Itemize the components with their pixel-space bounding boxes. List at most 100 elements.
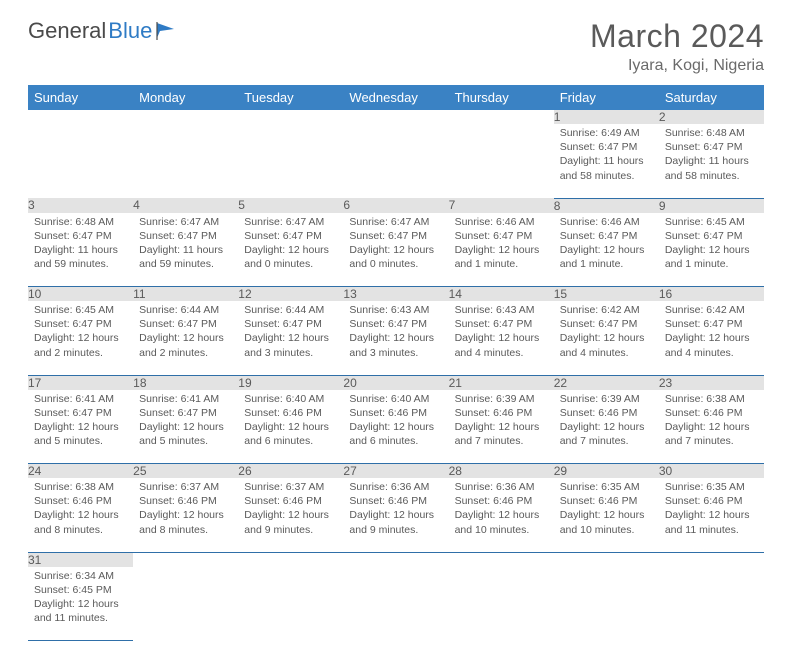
day-cell: Sunrise: 6:47 AMSunset: 6:47 PMDaylight:… <box>133 213 238 287</box>
empty-cell <box>659 552 764 567</box>
empty-cell <box>449 552 554 567</box>
day-cell: Sunrise: 6:39 AMSunset: 6:46 PMDaylight:… <box>449 390 554 464</box>
weekday-header: Thursday <box>449 85 554 110</box>
day-cell: Sunrise: 6:35 AMSunset: 6:46 PMDaylight:… <box>554 478 659 552</box>
day-cell: Sunrise: 6:49 AMSunset: 6:47 PMDaylight:… <box>554 124 659 198</box>
day-cell: Sunrise: 6:48 AMSunset: 6:47 PMDaylight:… <box>659 124 764 198</box>
day-number: 25 <box>133 464 238 479</box>
day-details: Sunrise: 6:47 AMSunset: 6:47 PMDaylight:… <box>238 213 343 276</box>
day-number: 16 <box>659 287 764 302</box>
day-cell: Sunrise: 6:38 AMSunset: 6:46 PMDaylight:… <box>28 478 133 552</box>
day-number: 14 <box>449 287 554 302</box>
empty-cell <box>343 567 448 641</box>
empty-cell <box>343 552 448 567</box>
day-number: 10 <box>28 287 133 302</box>
day-details: Sunrise: 6:49 AMSunset: 6:47 PMDaylight:… <box>554 124 659 187</box>
day-details: Sunrise: 6:46 AMSunset: 6:47 PMDaylight:… <box>554 213 659 276</box>
day-details: Sunrise: 6:38 AMSunset: 6:46 PMDaylight:… <box>28 478 133 541</box>
empty-cell <box>449 567 554 641</box>
empty-cell <box>238 124 343 198</box>
logo: GeneralBlue <box>28 18 182 44</box>
empty-cell <box>449 110 554 124</box>
day-details: Sunrise: 6:45 AMSunset: 6:47 PMDaylight:… <box>28 301 133 364</box>
day-details: Sunrise: 6:40 AMSunset: 6:46 PMDaylight:… <box>343 390 448 453</box>
empty-cell <box>343 110 448 124</box>
day-cell: Sunrise: 6:37 AMSunset: 6:46 PMDaylight:… <box>238 478 343 552</box>
day-details: Sunrise: 6:36 AMSunset: 6:46 PMDaylight:… <box>449 478 554 541</box>
day-info-row: Sunrise: 6:49 AMSunset: 6:47 PMDaylight:… <box>28 124 764 198</box>
day-number: 11 <box>133 287 238 302</box>
day-cell: Sunrise: 6:48 AMSunset: 6:47 PMDaylight:… <box>28 213 133 287</box>
day-number: 8 <box>554 198 659 213</box>
day-cell: Sunrise: 6:38 AMSunset: 6:46 PMDaylight:… <box>659 390 764 464</box>
day-cell: Sunrise: 6:46 AMSunset: 6:47 PMDaylight:… <box>554 213 659 287</box>
day-cell: Sunrise: 6:41 AMSunset: 6:47 PMDaylight:… <box>28 390 133 464</box>
day-number: 15 <box>554 287 659 302</box>
daynum-row: 12 <box>28 110 764 124</box>
empty-cell <box>28 110 133 124</box>
logo-text-2: Blue <box>108 18 152 44</box>
day-number: 1 <box>554 110 659 124</box>
day-number: 7 <box>449 198 554 213</box>
day-number: 30 <box>659 464 764 479</box>
empty-cell <box>238 567 343 641</box>
day-cell: Sunrise: 6:46 AMSunset: 6:47 PMDaylight:… <box>449 213 554 287</box>
calendar-table: SundayMondayTuesdayWednesdayThursdayFrid… <box>28 85 764 641</box>
day-details: Sunrise: 6:44 AMSunset: 6:47 PMDaylight:… <box>133 301 238 364</box>
month-title: March 2024 <box>590 18 764 55</box>
day-details: Sunrise: 6:36 AMSunset: 6:46 PMDaylight:… <box>343 478 448 541</box>
day-number: 4 <box>133 198 238 213</box>
day-details: Sunrise: 6:35 AMSunset: 6:46 PMDaylight:… <box>554 478 659 541</box>
empty-cell <box>238 110 343 124</box>
day-number: 3 <box>28 198 133 213</box>
day-details: Sunrise: 6:41 AMSunset: 6:47 PMDaylight:… <box>28 390 133 453</box>
day-details: Sunrise: 6:40 AMSunset: 6:46 PMDaylight:… <box>238 390 343 453</box>
day-number: 5 <box>238 198 343 213</box>
day-cell: Sunrise: 6:45 AMSunset: 6:47 PMDaylight:… <box>28 301 133 375</box>
day-cell: Sunrise: 6:37 AMSunset: 6:46 PMDaylight:… <box>133 478 238 552</box>
day-details: Sunrise: 6:39 AMSunset: 6:46 PMDaylight:… <box>449 390 554 453</box>
day-cell: Sunrise: 6:39 AMSunset: 6:46 PMDaylight:… <box>554 390 659 464</box>
day-cell: Sunrise: 6:42 AMSunset: 6:47 PMDaylight:… <box>554 301 659 375</box>
calendar-document: GeneralBlue March 2024 Iyara, Kogi, Nige… <box>0 0 792 659</box>
day-details: Sunrise: 6:43 AMSunset: 6:47 PMDaylight:… <box>343 301 448 364</box>
day-cell: Sunrise: 6:44 AMSunset: 6:47 PMDaylight:… <box>238 301 343 375</box>
location: Iyara, Kogi, Nigeria <box>590 57 764 75</box>
day-info-row: Sunrise: 6:34 AMSunset: 6:45 PMDaylight:… <box>28 567 764 641</box>
day-details: Sunrise: 6:42 AMSunset: 6:47 PMDaylight:… <box>554 301 659 364</box>
day-details: Sunrise: 6:39 AMSunset: 6:46 PMDaylight:… <box>554 390 659 453</box>
weekday-header: Tuesday <box>238 85 343 110</box>
day-info-row: Sunrise: 6:45 AMSunset: 6:47 PMDaylight:… <box>28 301 764 375</box>
day-details: Sunrise: 6:47 AMSunset: 6:47 PMDaylight:… <box>133 213 238 276</box>
empty-cell <box>238 552 343 567</box>
day-number: 31 <box>28 552 133 567</box>
day-details: Sunrise: 6:44 AMSunset: 6:47 PMDaylight:… <box>238 301 343 364</box>
day-details: Sunrise: 6:34 AMSunset: 6:45 PMDaylight:… <box>28 567 133 630</box>
empty-cell <box>133 567 238 641</box>
day-details: Sunrise: 6:43 AMSunset: 6:47 PMDaylight:… <box>449 301 554 364</box>
day-number: 28 <box>449 464 554 479</box>
empty-cell <box>343 124 448 198</box>
weekday-header-row: SundayMondayTuesdayWednesdayThursdayFrid… <box>28 85 764 110</box>
day-cell: Sunrise: 6:35 AMSunset: 6:46 PMDaylight:… <box>659 478 764 552</box>
day-details: Sunrise: 6:47 AMSunset: 6:47 PMDaylight:… <box>343 213 448 276</box>
day-details: Sunrise: 6:38 AMSunset: 6:46 PMDaylight:… <box>659 390 764 453</box>
day-cell: Sunrise: 6:36 AMSunset: 6:46 PMDaylight:… <box>449 478 554 552</box>
day-number: 18 <box>133 375 238 390</box>
day-number: 27 <box>343 464 448 479</box>
daynum-row: 24252627282930 <box>28 464 764 479</box>
day-cell: Sunrise: 6:41 AMSunset: 6:47 PMDaylight:… <box>133 390 238 464</box>
day-number: 29 <box>554 464 659 479</box>
day-number: 24 <box>28 464 133 479</box>
day-number: 13 <box>343 287 448 302</box>
day-details: Sunrise: 6:48 AMSunset: 6:47 PMDaylight:… <box>28 213 133 276</box>
day-cell: Sunrise: 6:36 AMSunset: 6:46 PMDaylight:… <box>343 478 448 552</box>
day-number: 19 <box>238 375 343 390</box>
header: GeneralBlue March 2024 Iyara, Kogi, Nige… <box>28 18 764 75</box>
day-number: 12 <box>238 287 343 302</box>
empty-cell <box>133 124 238 198</box>
daynum-row: 3456789 <box>28 198 764 213</box>
day-cell: Sunrise: 6:43 AMSunset: 6:47 PMDaylight:… <box>449 301 554 375</box>
day-number: 6 <box>343 198 448 213</box>
empty-cell <box>133 552 238 567</box>
